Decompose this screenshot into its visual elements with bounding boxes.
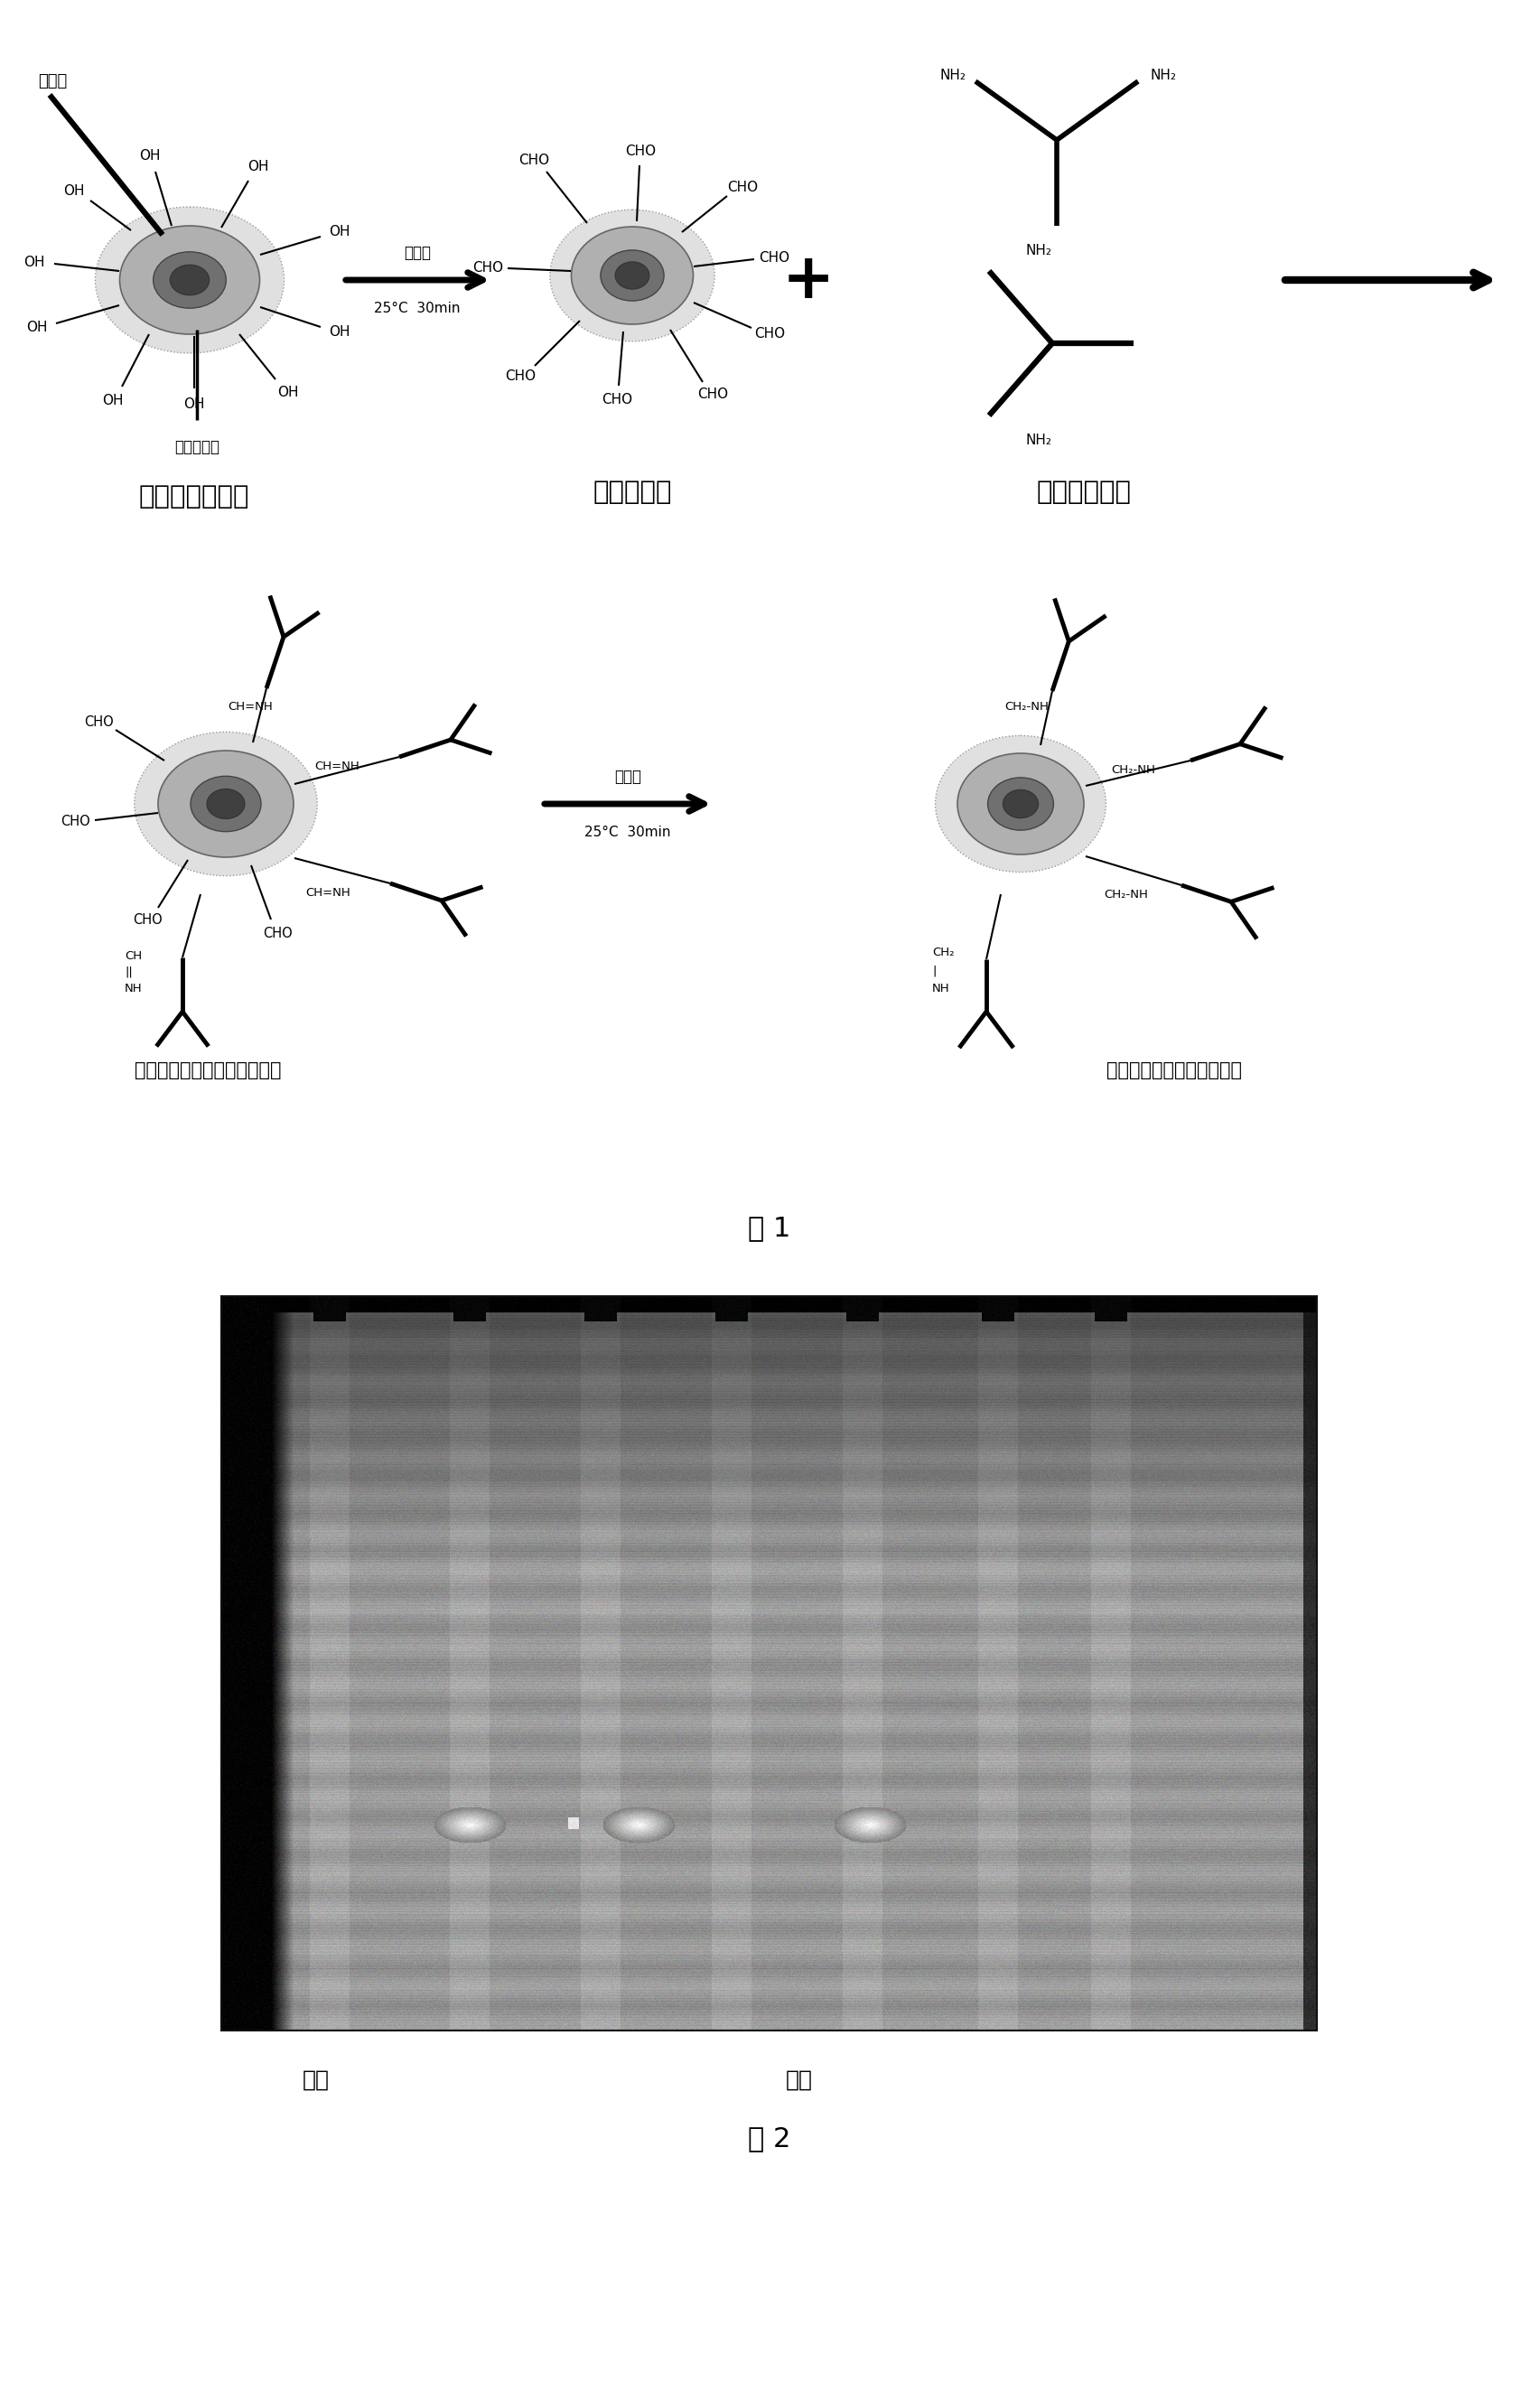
Text: CHO: CHO — [60, 815, 89, 829]
Text: CH=NH: CH=NH — [314, 760, 359, 772]
Text: +: + — [782, 249, 835, 311]
Text: 右侧: 右侧 — [785, 2070, 813, 2091]
Text: OH: OH — [26, 320, 48, 335]
Text: OH: OH — [183, 397, 205, 411]
Ellipse shape — [1003, 789, 1038, 817]
Text: CH: CH — [125, 949, 142, 961]
Text: 超顺磁性氧化铁: 超顺磁性氧化铁 — [139, 485, 249, 509]
Text: CH₂-NH: CH₂-NH — [1004, 700, 1049, 712]
Text: CHO: CHO — [755, 327, 785, 339]
Text: CHO: CHO — [519, 153, 550, 167]
Text: CH=NH: CH=NH — [305, 887, 350, 899]
Text: CHO: CHO — [505, 370, 536, 382]
Ellipse shape — [159, 750, 294, 858]
Text: 反义寚核苷酸: 反义寚核苷酸 — [1036, 480, 1132, 504]
Text: CHO: CHO — [85, 715, 114, 729]
Text: 醒基氧化铁: 醒基氧化铁 — [593, 480, 671, 504]
Ellipse shape — [571, 227, 693, 325]
Text: ||: || — [125, 966, 132, 978]
Text: OH: OH — [63, 184, 85, 198]
Ellipse shape — [134, 731, 317, 875]
Ellipse shape — [95, 208, 285, 354]
Text: CHO: CHO — [625, 143, 656, 158]
Ellipse shape — [206, 789, 245, 820]
Ellipse shape — [191, 777, 262, 832]
Text: NH: NH — [932, 982, 950, 994]
Text: NH₂: NH₂ — [1150, 69, 1177, 81]
Ellipse shape — [550, 210, 715, 342]
Ellipse shape — [958, 753, 1084, 856]
Text: OH: OH — [23, 256, 45, 268]
Text: 反义寚核苷酸对比剂终产物: 反义寚核苷酸对比剂终产物 — [1106, 1061, 1241, 1080]
Ellipse shape — [935, 736, 1106, 872]
Text: CHO: CHO — [473, 261, 504, 275]
Text: 氧化剂: 氧化剂 — [403, 244, 431, 261]
Text: CHO: CHO — [727, 179, 758, 194]
Text: 还原剂: 还原剂 — [614, 770, 641, 784]
Text: CH₂: CH₂ — [932, 946, 955, 958]
Text: 图 1: 图 1 — [748, 1217, 792, 1240]
Text: NH₂: NH₂ — [939, 69, 966, 81]
Text: CH=NH: CH=NH — [228, 700, 273, 712]
Ellipse shape — [987, 777, 1053, 829]
Text: 葡聂糖: 葡聂糖 — [38, 74, 68, 88]
Text: NH₂: NH₂ — [1026, 244, 1052, 258]
Ellipse shape — [169, 265, 209, 296]
Text: OH: OH — [102, 394, 123, 409]
Text: 25°C  30min: 25°C 30min — [374, 301, 460, 315]
Text: 25°C  30min: 25°C 30min — [585, 827, 671, 839]
Text: 左侧: 左侧 — [302, 2070, 330, 2091]
Text: NH₂: NH₂ — [1026, 435, 1052, 447]
Text: CHO: CHO — [263, 927, 293, 939]
Text: CHO: CHO — [698, 387, 728, 402]
Text: CH₂-NH: CH₂-NH — [1104, 889, 1147, 901]
Text: CHO: CHO — [602, 394, 633, 406]
Text: CHO: CHO — [132, 913, 162, 927]
Text: CHO: CHO — [759, 251, 790, 265]
Bar — [222, 1295, 1317, 2032]
Text: OH: OH — [248, 160, 269, 174]
Ellipse shape — [120, 225, 260, 335]
Text: CH₂-NH: CH₂-NH — [1110, 765, 1155, 774]
Text: OH: OH — [330, 325, 350, 339]
Ellipse shape — [601, 251, 664, 301]
Text: 反义寚核苷酸对比剂初步产物: 反义寚核苷酸对比剂初步产物 — [134, 1061, 282, 1080]
Text: |: | — [932, 966, 936, 978]
Ellipse shape — [154, 251, 226, 308]
Text: OH: OH — [277, 385, 299, 399]
Text: 氧化铁核心: 氧化铁核心 — [174, 440, 220, 454]
Text: OH: OH — [139, 148, 160, 163]
Text: 图 2: 图 2 — [748, 2125, 792, 2151]
Ellipse shape — [614, 263, 650, 289]
Text: NH: NH — [125, 982, 142, 994]
Text: OH: OH — [330, 225, 350, 239]
